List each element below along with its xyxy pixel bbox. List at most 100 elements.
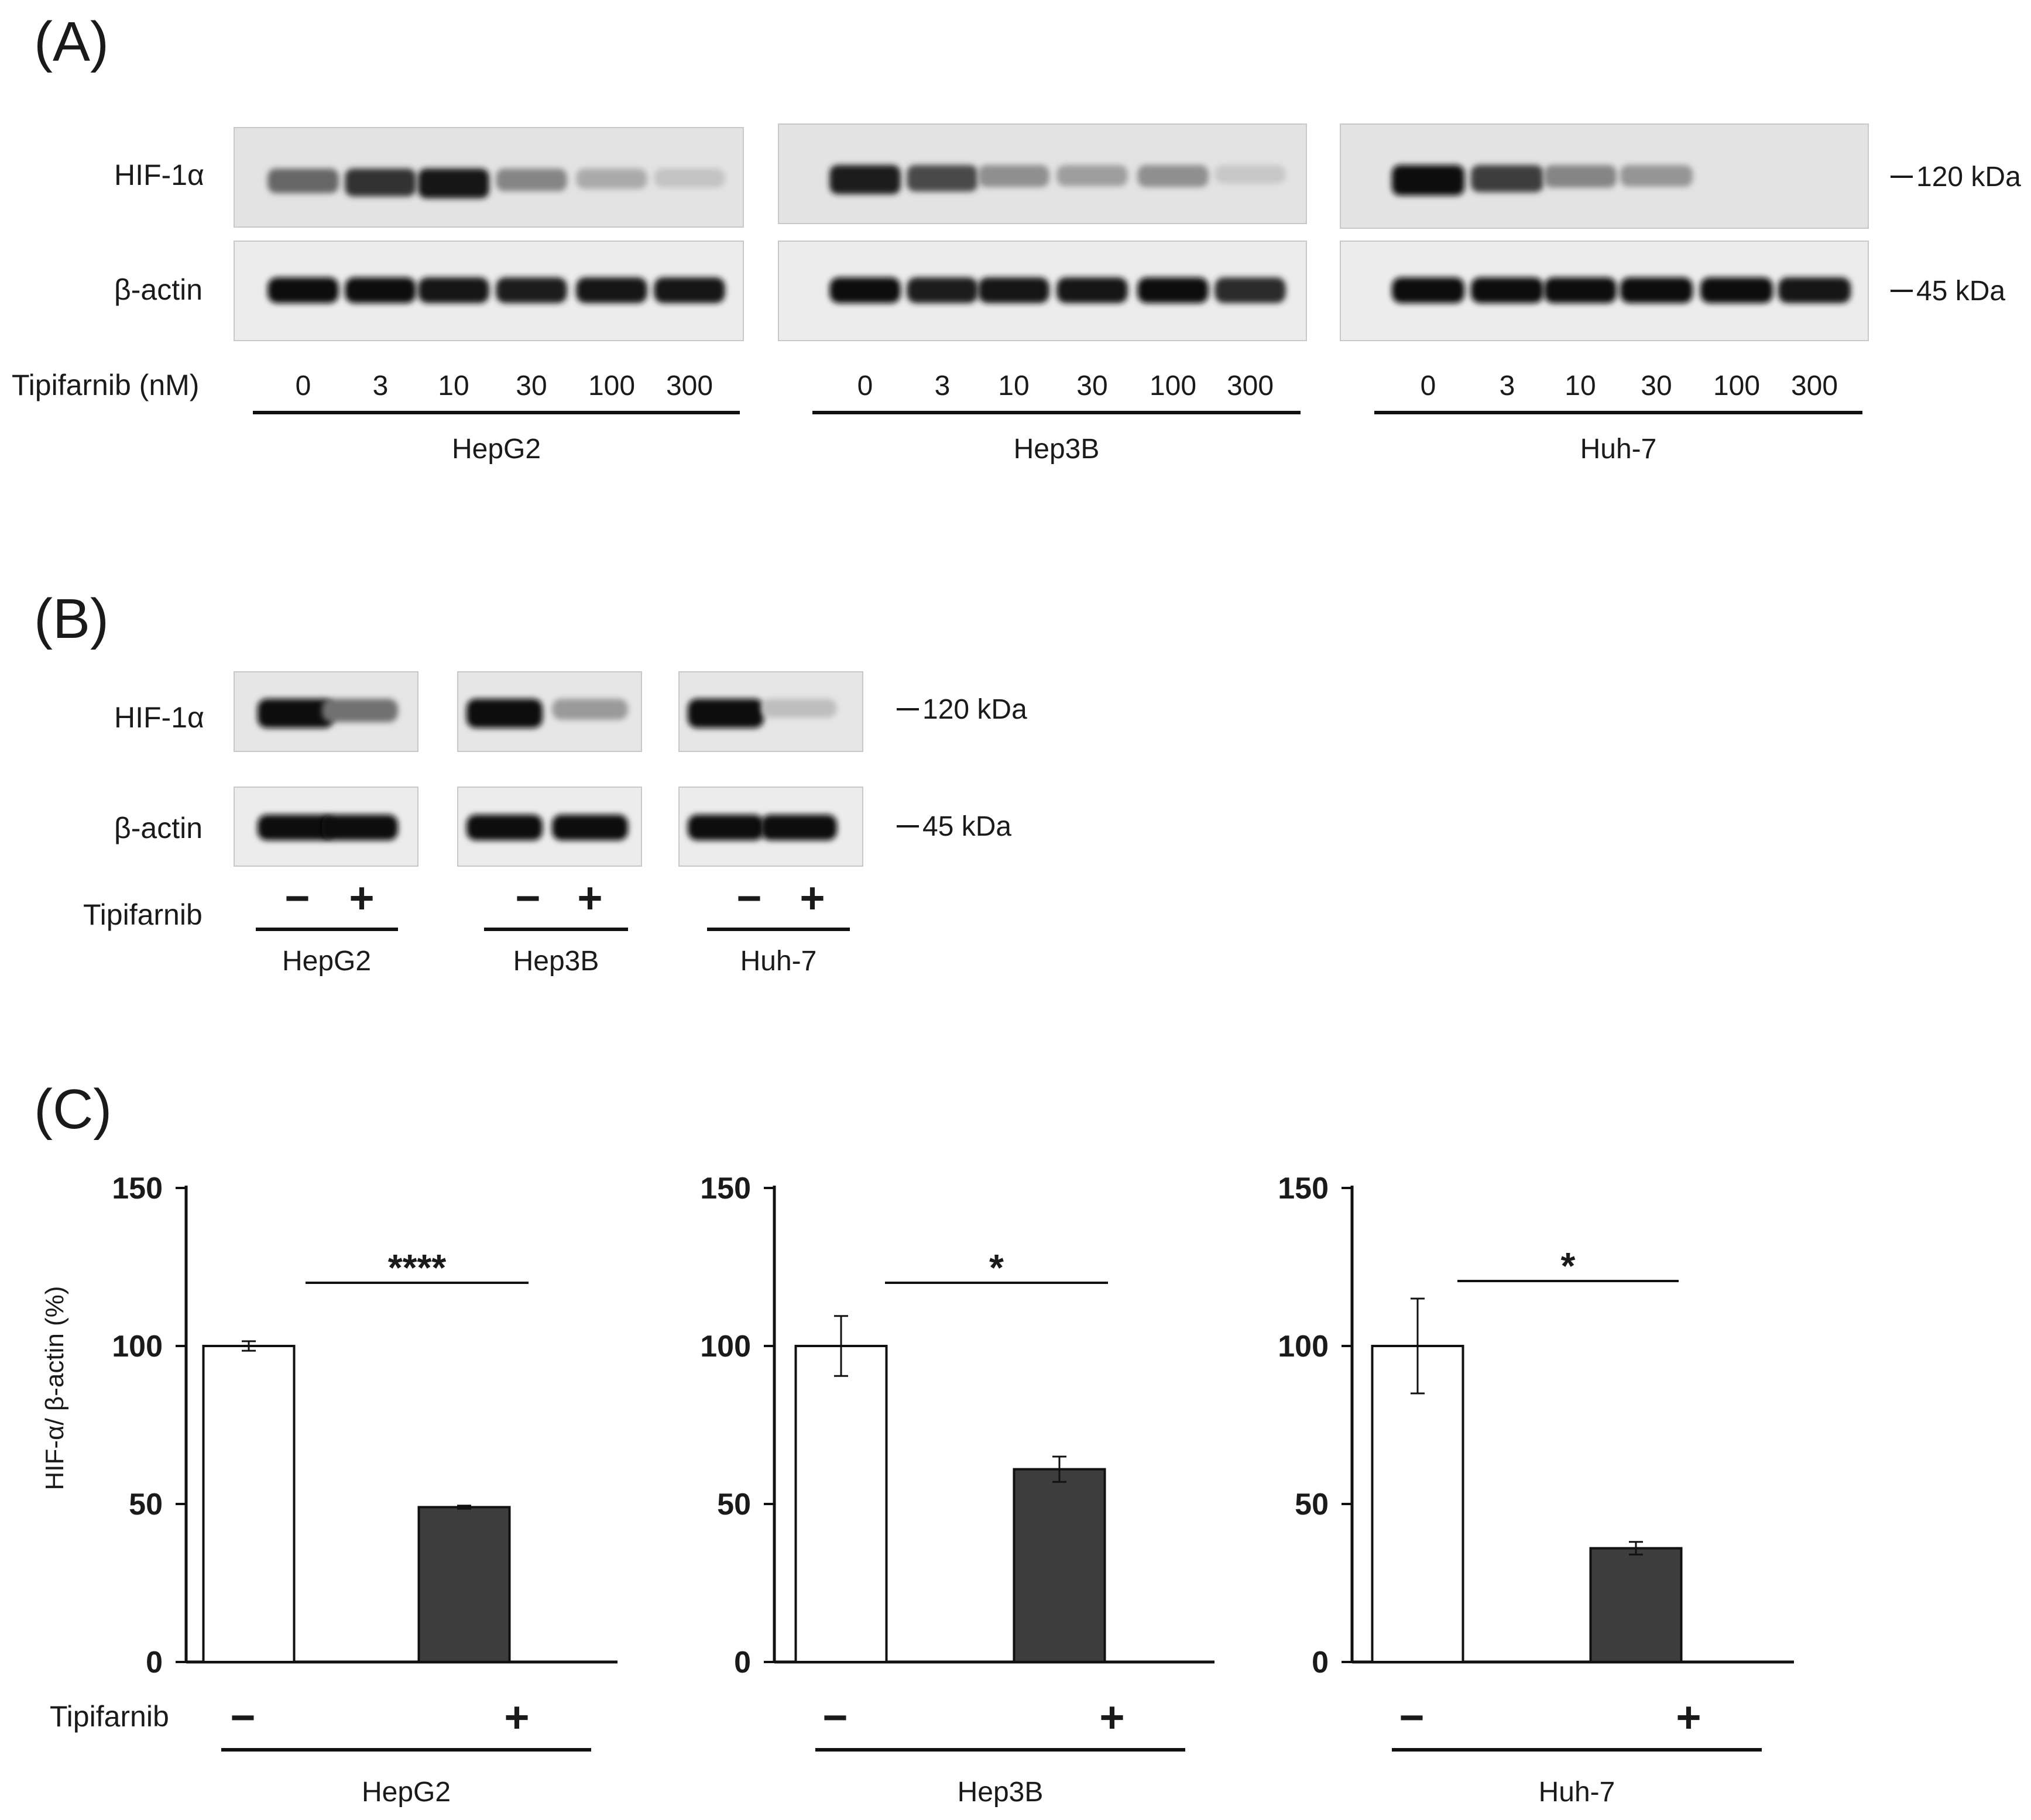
c-minus-label: − [1399,1693,1424,1742]
a-dose-label: 30 [516,370,547,401]
c-plus-label: + [1099,1693,1124,1742]
c-plus-label: + [1676,1693,1701,1742]
panel-b-label: (B) [34,588,109,650]
c-bar [794,1345,888,1663]
a-actin-band [1543,277,1617,303]
c-significance-label: * [1561,1245,1576,1287]
panel-b-blots: − +HepG2− +Hep3B− +Huh-7 [234,671,863,977]
c-y-axis-label: HIF-α/ β-actin (%) [40,1286,69,1491]
b-treatment-label: Tipifarnib [83,898,203,931]
b-blot-hep3b: − + Hep3B [457,671,642,977]
b-hif-band [322,699,398,722]
b-actin-band [466,815,543,840]
a-hif-band [829,165,901,194]
b-actin-band [322,815,398,840]
a-hif-band [496,169,567,191]
a-row-label-actin: β-actin [114,273,203,306]
c-y-tick-label: 0 [1312,1646,1329,1680]
b-plus-label: + [577,874,602,922]
c-bar [202,1345,296,1663]
a-dose-label: 300 [666,370,713,401]
a-blot-hep3b: 0 3 10 30 100 300 Hep3B [778,123,1307,465]
a-actin-band [418,277,489,303]
c-cell-label: Huh-7 [1539,1777,1615,1808]
c-significance-label: * [989,1246,1004,1289]
a-dose-label: 30 [1076,370,1107,401]
a-actin-band [978,277,1049,303]
c-y-tick-label: 150 [112,1172,163,1206]
a-hif-band [978,165,1049,187]
b-plus-label: + [800,874,825,922]
a-marker-45: 45 kDa [1916,276,2005,307]
a-hif-band [1391,165,1465,195]
a-actin-band [267,277,339,303]
c-y-tick-label: 50 [717,1488,751,1522]
b-hif-band [552,699,628,720]
a-treatment-label: Tipifarnib (nM) [12,369,199,401]
b-blot-huh-7: − + Huh-7 [678,671,863,977]
b-hif-band [688,699,764,728]
c-minus-label: − [230,1693,255,1742]
panel-a: (A) HIF-1α β-actin Tipifarnib (nM) 0 3 10 3… [12,11,2021,465]
c-cell-label: HepG2 [362,1777,451,1808]
a-actin-band [1470,277,1544,303]
c-y-tick-label: 50 [129,1488,163,1522]
a-dose-label: 100 [1150,370,1196,401]
a-blot-huh-7: 0 3 10 30 100 300 Huh-7 [1340,123,1869,465]
c-chart-hepg2: 0 50 100 150 **** − + HepG2 [112,1172,617,1808]
b-marker-45: 45 kDa [922,811,1011,842]
a-row-label-hif: HIF-1α [114,159,204,191]
b-actin-band [258,815,334,840]
a-dose-label: 10 [998,370,1029,401]
a-actin-band [1778,277,1851,303]
b-marker-120: 120 kDa [922,694,1027,725]
panel-b: (B) HIF-1α β-actin Tipifarnib − +HepG2− +H… [34,588,1027,977]
a-dose-label: 30 [1641,370,1672,401]
a-marker-120: 120 kDa [1916,162,2021,193]
a-dose-label: 10 [438,370,469,401]
a-hif-band [1543,165,1617,188]
a-cell-label: Hep3B [1014,434,1100,465]
a-hif-band [418,169,489,198]
a-actin-band [576,277,647,303]
b-hif-band [258,699,334,728]
panel-a-label: (A) [34,11,109,73]
panel-c-charts: 0 50 100 150 **** − + HepG2 0 50 100 150 * − + Hep3B 0 50… [112,1172,1794,1808]
b-minus-label: − [736,874,761,922]
b-minus-label: − [515,874,540,922]
a-cell-label: Huh-7 [1580,434,1657,465]
a-blot-hepg2: 0 3 10 30 100 300 HepG2 [234,127,744,465]
c-minus-label: − [822,1693,848,1742]
b-cell-label: HepG2 [282,946,371,977]
c-bar [1589,1547,1683,1664]
panel-a-blots: 0 3 10 30 100 300 HepG2 0 3 10 30 100 300 Hep3B 0 3 10 30… [234,123,1869,465]
c-y-tick-label: 150 [1278,1172,1329,1206]
a-dose-label: 10 [1565,370,1596,401]
b-row-label-hif: HIF-1α [114,701,204,734]
a-dose-label: 3 [1500,370,1515,401]
a-actin-band [1700,277,1773,303]
panel-c: (C) HIF-α/ β-actin (%) Tipifarnib 0 50 100… [34,1078,1794,1808]
c-y-tick-label: 0 [146,1646,163,1680]
a-actin-band [345,277,416,303]
c-plus-label: + [504,1693,529,1742]
a-hif-band [1056,165,1128,187]
b-blot-hepg2: − + HepG2 [234,671,418,977]
a-actin-band [496,277,567,303]
b-actin-band [761,815,837,840]
a-actin-band [1620,277,1693,303]
c-y-tick-label: 0 [734,1646,751,1680]
c-treatment-label: Tipifarnib [50,1700,169,1733]
a-actin-band [1215,277,1286,303]
a-hif-band [345,169,416,197]
a-hif-band [907,165,978,192]
c-y-tick-label: 100 [112,1330,163,1364]
a-dose-label: 0 [296,370,311,401]
a-cell-label: HepG2 [452,434,541,465]
a-dose-label: 100 [1713,370,1760,401]
a-actin-band [1137,277,1209,303]
a-dose-label: 300 [1227,370,1274,401]
a-hif-band [654,169,725,188]
c-bar [1013,1468,1106,1664]
